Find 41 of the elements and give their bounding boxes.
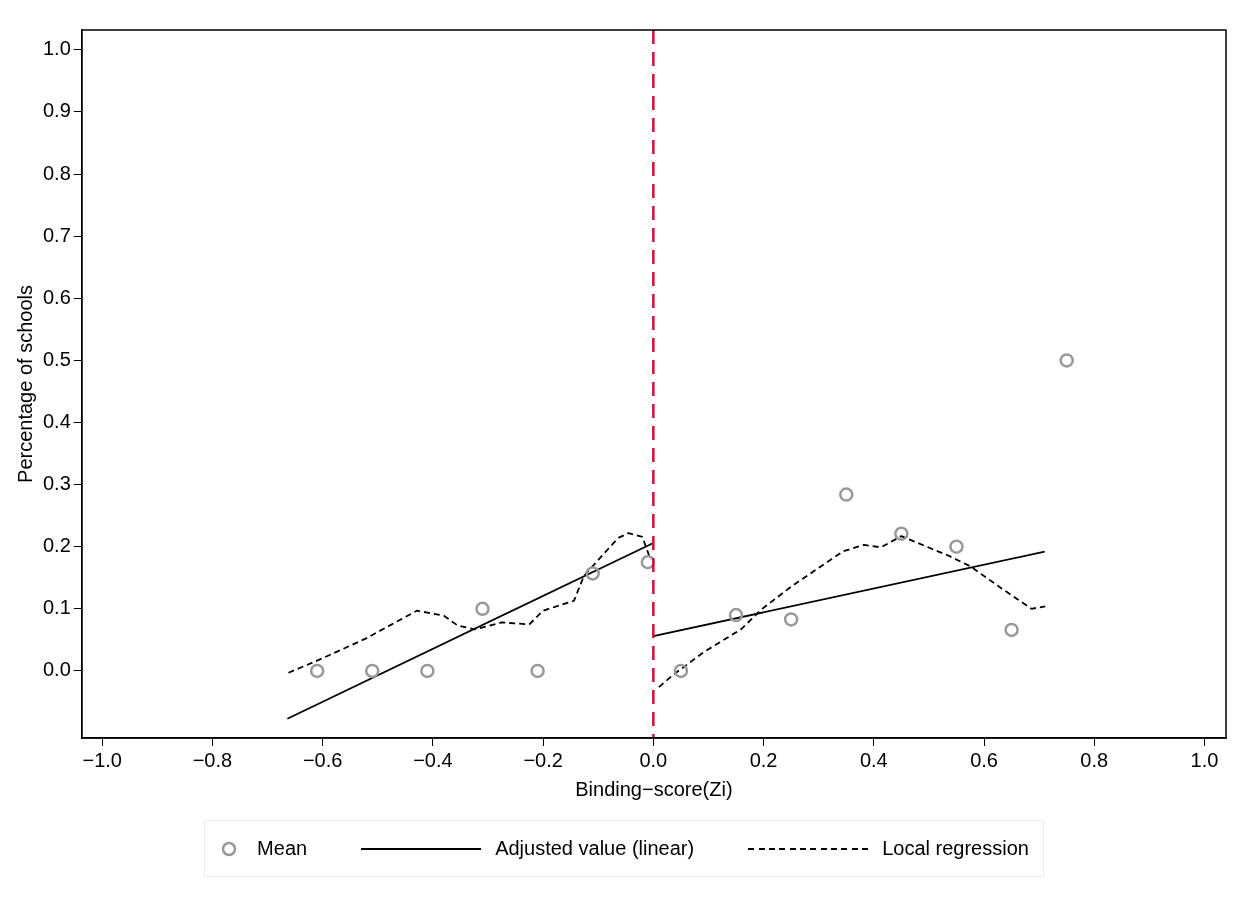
x-tick-label: −0.8 [192,748,233,771]
x-tick-label: −1.0 [82,748,122,771]
point [783,612,799,627]
point [839,487,854,502]
legend-label: Mean [257,837,308,860]
y-tick-label: 0.5 [42,347,71,370]
x-tick-label: 0.2 [749,748,778,771]
x-tick-label: 0.8 [1080,748,1109,771]
y-tick-label: 0.1 [42,596,71,619]
point [530,663,545,679]
x-tick-label: −0.6 [302,748,343,771]
point [420,663,435,679]
y-tick-label: 0.2 [42,534,71,557]
y-tick-label: 0.7 [42,223,71,246]
point [309,663,325,679]
x-tick-label: −0.2 [523,748,563,771]
x-tick-label: −0.4 [413,748,453,771]
y-tick-label: 0.0 [42,658,71,681]
point [728,607,744,623]
point [475,601,490,617]
y-tick-label: 0.3 [42,472,71,495]
x-axis-title: Binding−score(Zi) [575,777,733,800]
x-tick-label: 0.0 [639,748,668,771]
y-tick-label: 0.6 [42,285,71,308]
point [1004,622,1019,638]
point [894,526,909,541]
legend-label: Adjusted value (linear) [495,837,695,860]
x-tick-label: 0.6 [970,748,998,771]
point [949,539,964,554]
point [1059,353,1074,368]
y-tick-label: 0.9 [42,99,71,122]
point [673,663,689,679]
x-tick-label: 0.4 [859,748,888,771]
x-tick-label: 1.0 [1190,748,1219,771]
y-tick-label: 0.4 [42,410,71,433]
y-tick-label: 0.8 [42,161,71,184]
point [585,566,600,581]
legend-label: Local regression [882,837,1029,860]
y-tick-label: 1.0 [42,37,71,60]
y-axis-title: Percentage of schools [13,285,36,483]
point [365,663,380,679]
